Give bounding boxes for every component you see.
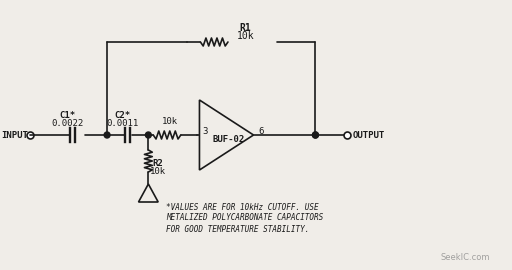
- Text: BUF-02: BUF-02: [212, 136, 245, 144]
- Text: 10k: 10k: [162, 116, 178, 126]
- Text: OUTPUT: OUTPUT: [352, 130, 385, 140]
- Text: 0.0011: 0.0011: [106, 120, 139, 129]
- Text: FOR GOOD TEMPERATURE STABILITY.: FOR GOOD TEMPERATURE STABILITY.: [166, 224, 309, 234]
- Text: C1*: C1*: [60, 110, 76, 120]
- Circle shape: [312, 132, 318, 138]
- Text: *VALUES ARE FOR 10kHz CUTOFF. USE: *VALUES ARE FOR 10kHz CUTOFF. USE: [166, 202, 318, 211]
- Text: SeekIC.com: SeekIC.com: [441, 253, 490, 262]
- Text: METALIZED POLYCARBONATE CAPACITORS: METALIZED POLYCARBONATE CAPACITORS: [166, 214, 323, 222]
- Text: 6: 6: [259, 127, 264, 137]
- Text: INPUT: INPUT: [1, 130, 28, 140]
- Text: R2: R2: [153, 160, 163, 168]
- Text: 3: 3: [203, 127, 208, 137]
- Circle shape: [104, 132, 110, 138]
- Text: C2*: C2*: [115, 110, 131, 120]
- Circle shape: [145, 132, 152, 138]
- Circle shape: [312, 132, 318, 138]
- Text: R1: R1: [240, 23, 251, 33]
- Text: 10k: 10k: [150, 167, 166, 177]
- Text: 0.0022: 0.0022: [52, 120, 84, 129]
- Text: 10k: 10k: [237, 31, 254, 41]
